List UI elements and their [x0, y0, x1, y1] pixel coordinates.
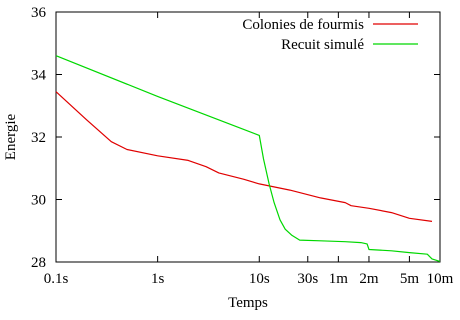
- y-tick-label: 30: [31, 193, 46, 209]
- y-tick-label: 34: [31, 68, 47, 84]
- legend-label: Colonies de fourmis: [242, 17, 364, 33]
- plot-frame: [55, 11, 441, 263]
- x-tick-label: 10s: [249, 271, 270, 287]
- x-tick-label: 1s: [151, 271, 165, 287]
- ticks-layer: 0.1s 1s 10s 30s 1m 2m 5m 10m 28 30 32 34 36: [31, 5, 454, 287]
- x-tick-label: 30s: [297, 271, 318, 287]
- series-line-2: [55, 55, 441, 262]
- y-axis-label: Energie: [3, 113, 19, 160]
- y-tick-label: 36: [31, 5, 47, 21]
- x-tick-label: 0.1s: [44, 271, 69, 287]
- x-tick-label: 10m: [427, 271, 454, 287]
- legend: Colonies de fourmis Recuit simulé: [242, 17, 418, 53]
- y-tick-label: 32: [31, 130, 46, 146]
- series-line-1: [55, 91, 433, 222]
- x-tick-label: 2m: [359, 271, 379, 287]
- x-tick-label: 5m: [400, 271, 420, 287]
- series-layer: [55, 55, 441, 262]
- x-tick-label: 1m: [329, 271, 349, 287]
- legend-label: Recuit simulé: [281, 37, 364, 53]
- x-axis-label: Temps: [228, 295, 268, 311]
- y-tick-label: 28: [31, 255, 46, 271]
